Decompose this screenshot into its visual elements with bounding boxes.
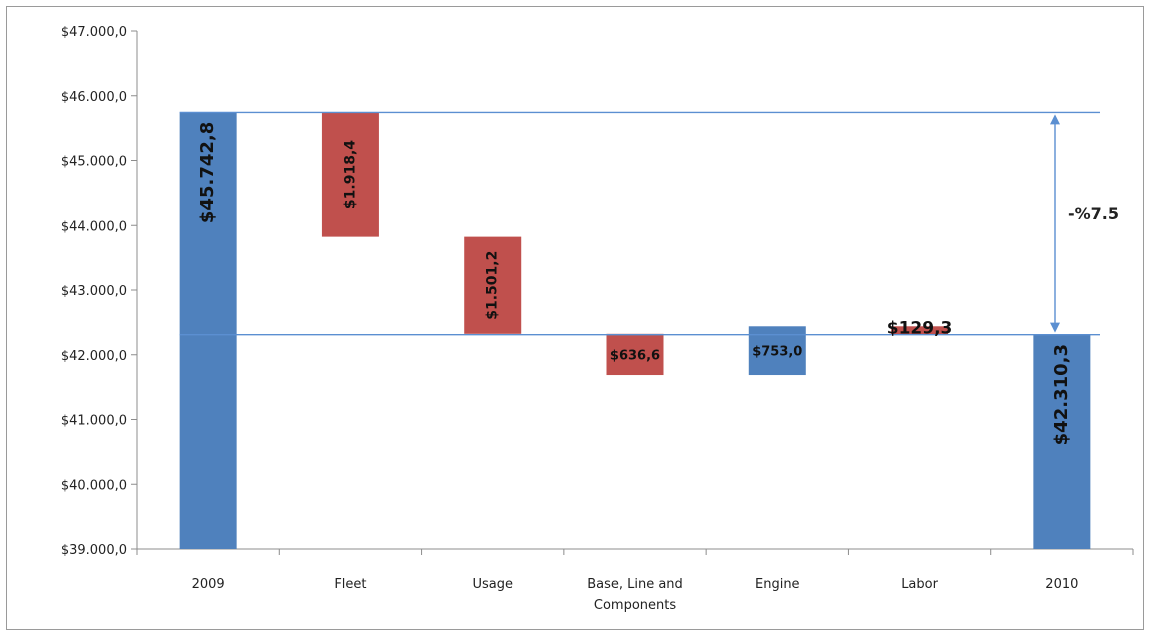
bar-value-label: $753,0 xyxy=(752,345,802,360)
x-tick-label: Base, Line and xyxy=(587,577,683,592)
bar-2010 xyxy=(1033,334,1091,549)
y-tick-label: $41.000,0 xyxy=(61,414,127,429)
x-tick-label: Engine xyxy=(755,577,800,592)
x-tick-label: 2010 xyxy=(1045,577,1078,592)
x-tick-label: Labor xyxy=(901,577,938,592)
bar-value-label: $42.310,3 xyxy=(1051,344,1072,445)
x-tick-label: 2009 xyxy=(192,577,225,592)
bar-value-label: $45.742,8 xyxy=(197,122,218,223)
y-tick-label: $39.000,0 xyxy=(61,543,127,558)
y-tick-label: $42.000,0 xyxy=(61,349,127,364)
y-tick-label: $46.000,0 xyxy=(61,90,127,105)
bar-base-line-and-components xyxy=(606,333,664,376)
bar-labor xyxy=(891,326,949,335)
bar-value-label: $1.918,4 xyxy=(342,140,358,209)
change-arrow-head-down xyxy=(1050,322,1060,333)
bar-value-label: $129,3 xyxy=(887,318,953,338)
bar-2009 xyxy=(179,112,237,550)
y-tick-label: $47.000,0 xyxy=(61,25,127,40)
bar-usage xyxy=(464,236,522,334)
y-tick-label: $43.000,0 xyxy=(61,284,127,299)
x-tick-label: Usage xyxy=(472,577,513,592)
change-annotation: -%7.5 xyxy=(1068,204,1119,223)
bar-value-label: $636,6 xyxy=(610,348,660,363)
bar-value-label: $1.501,2 xyxy=(485,251,501,320)
change-arrow-head-up xyxy=(1050,114,1060,125)
y-tick-label: $40.000,0 xyxy=(61,478,127,493)
x-tick-label: Fleet xyxy=(334,577,366,592)
x-tick-label: Components xyxy=(594,598,676,613)
y-tick-label: $45.000,0 xyxy=(61,155,127,170)
bar-fleet xyxy=(321,112,379,237)
y-tick-label: $44.000,0 xyxy=(61,219,127,234)
